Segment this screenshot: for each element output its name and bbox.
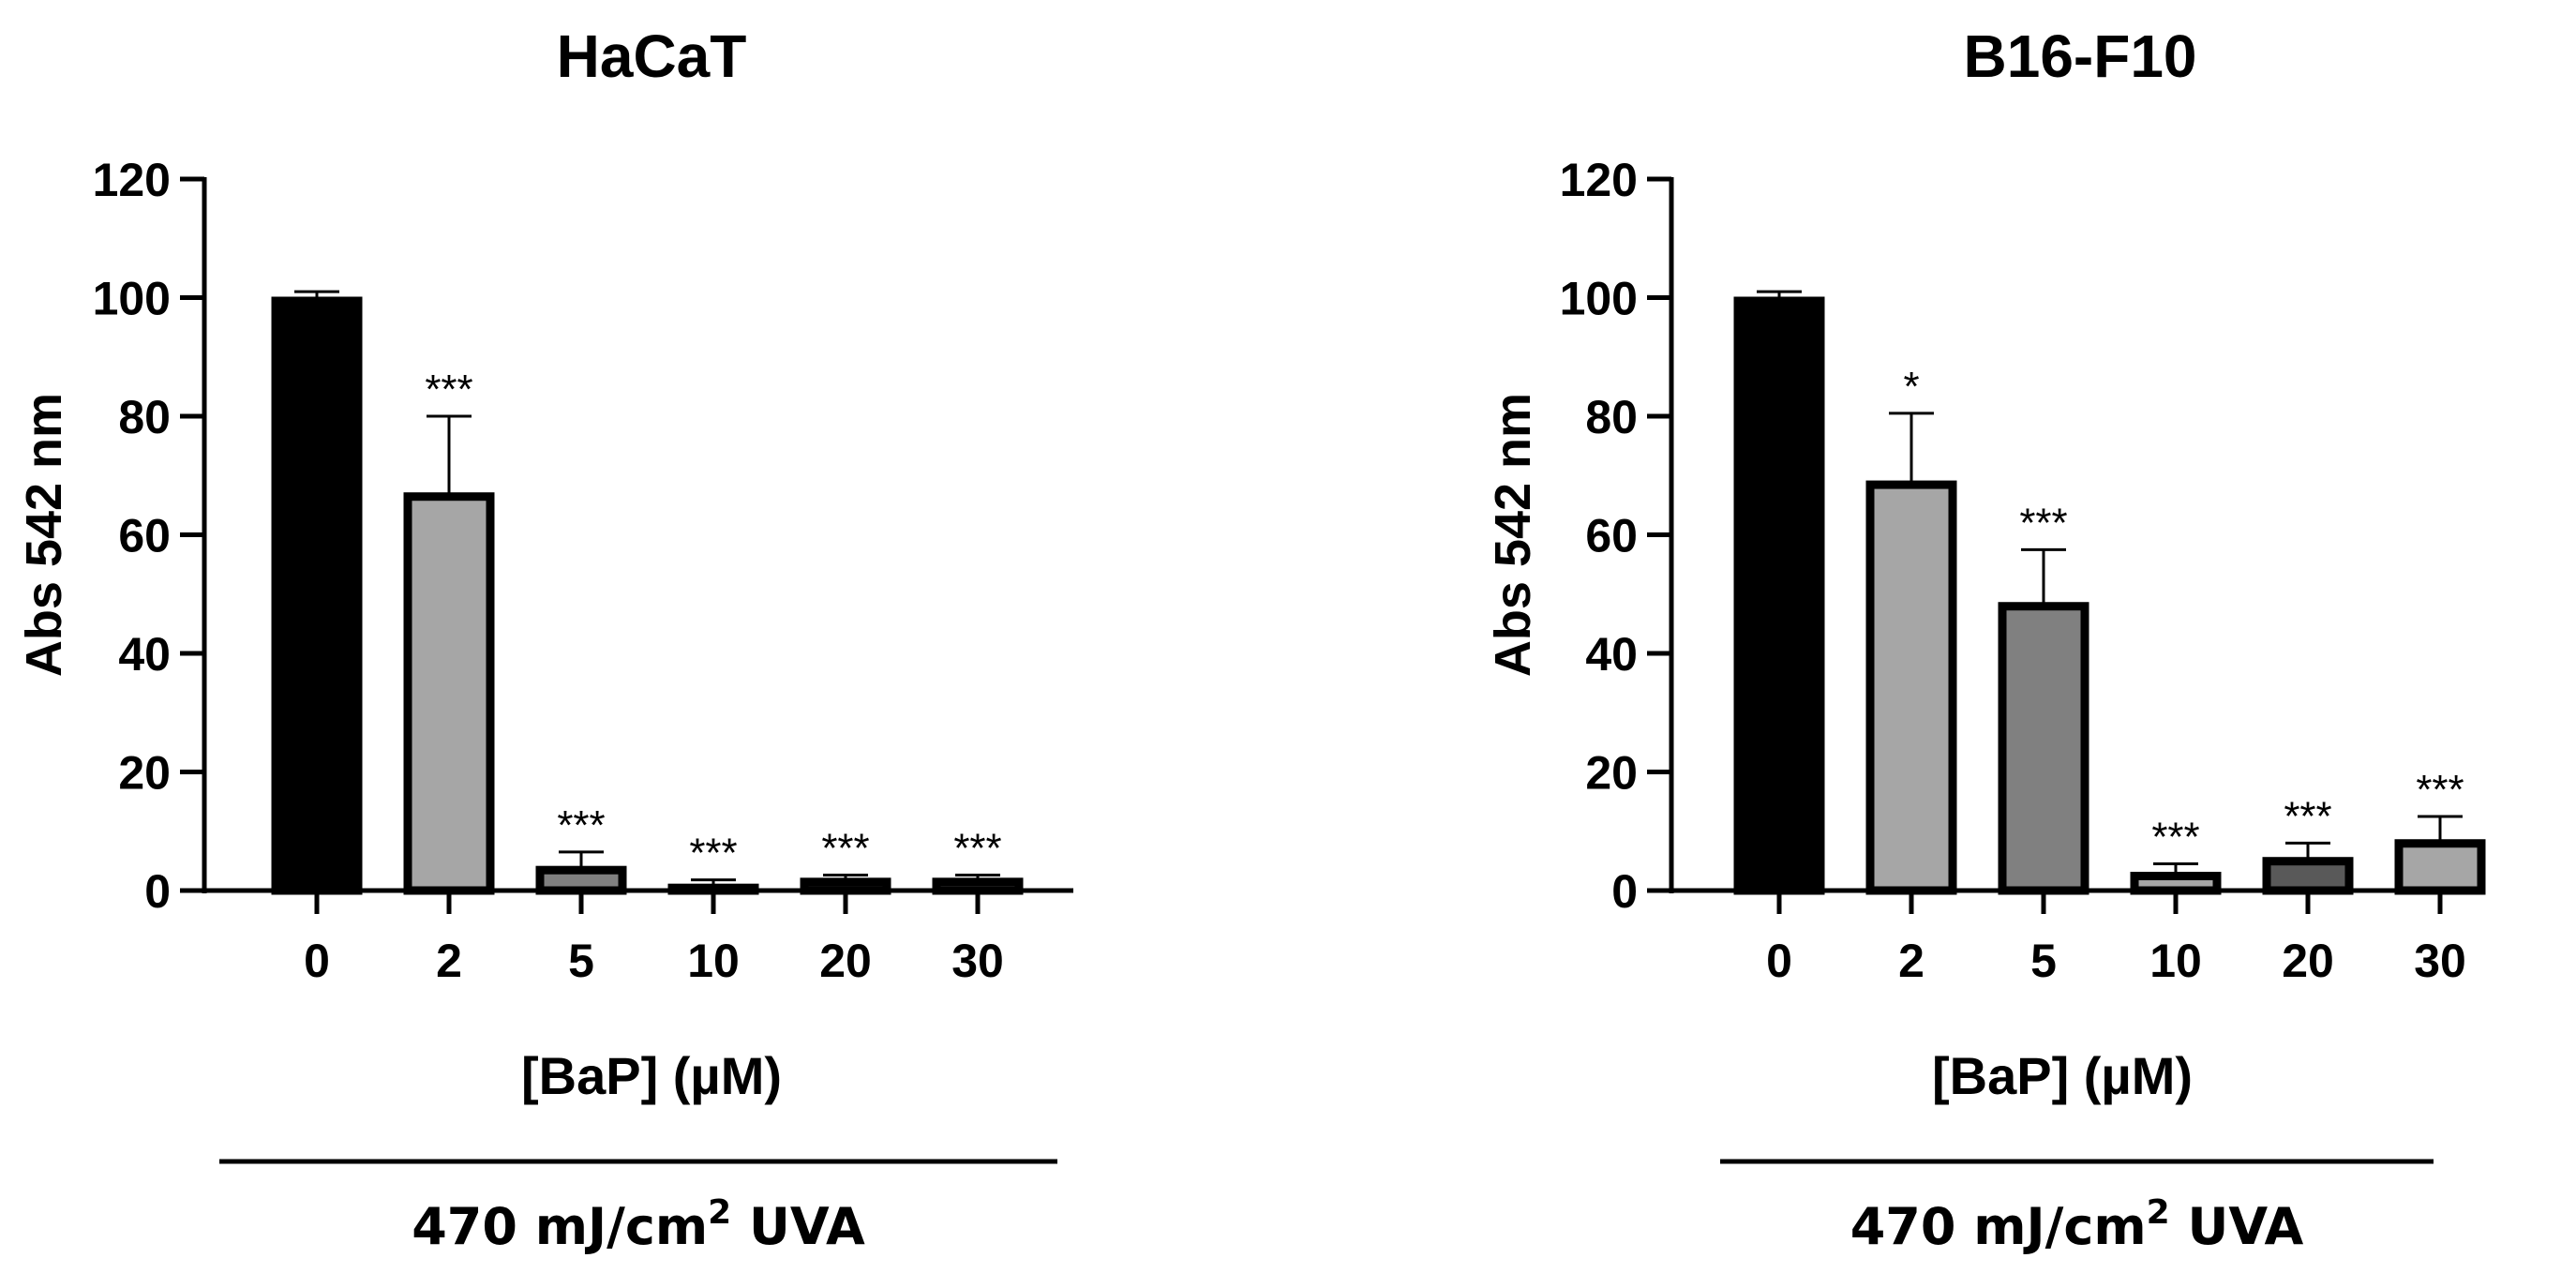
bar: [2394, 839, 2486, 895]
bar: [271, 296, 363, 895]
x-tick-label: 2: [1898, 935, 1925, 987]
bar: [2130, 872, 2222, 895]
significance-label: ***: [2151, 815, 2199, 861]
x-tick-label: 0: [1766, 935, 1792, 987]
treatment-suffix: UVA: [731, 1197, 865, 1256]
x-tick-label: 10: [2149, 935, 2202, 987]
x-tick-label: 20: [2282, 935, 2334, 987]
treatment-superscript: 2: [708, 1193, 731, 1232]
bar: [1733, 296, 1825, 895]
y-tick-label: 100: [93, 273, 171, 325]
significance-label: ***: [821, 826, 869, 872]
treatment-label: 470 mJ/cm2 UVA: [412, 1193, 865, 1256]
bar: [2262, 857, 2354, 895]
x-tick-label: 0: [304, 935, 330, 987]
bar: [1998, 602, 2089, 895]
significance-label: ***: [557, 802, 605, 848]
x-tick-label: 2: [436, 935, 462, 987]
bar: [667, 883, 759, 895]
y-tick-label: 0: [144, 865, 171, 918]
treatment-superscript: 2: [2147, 1193, 2170, 1232]
bar: [932, 877, 1024, 895]
significance-label: ***: [689, 831, 737, 876]
x-tick-label: 30: [951, 935, 1004, 987]
y-tick-label: 80: [1585, 391, 1638, 443]
treatment-suffix: UVA: [2170, 1197, 2304, 1256]
y-tick-label: 40: [1585, 628, 1638, 681]
chart-title: B16-F10: [1964, 22, 2197, 90]
significance-label: ***: [2019, 500, 2067, 546]
y-tick-label: 60: [118, 510, 171, 562]
x-axis-label: [BaP] (µM): [1932, 1046, 2193, 1105]
significance-label: *: [1903, 364, 1919, 410]
significance-label: ***: [953, 826, 1001, 872]
bar: [800, 877, 891, 895]
x-axis-label: [BaP] (µM): [521, 1046, 782, 1105]
panel-b16f10: B16-F10 0 20 40 60 80 100 120 Abs 542 nm 0 2 * 5 *** 1…: [1485, 22, 2486, 1256]
y-tick-label: 80: [118, 391, 171, 443]
y-axis-label: Abs 542 nm: [1485, 393, 1541, 677]
treatment-label: 470 mJ/cm2 UVA: [1850, 1193, 2304, 1256]
x-tick-label: 30: [2414, 935, 2466, 987]
y-tick-label: 0: [1611, 865, 1638, 918]
y-tick-label: 100: [1560, 273, 1638, 325]
significance-label: ***: [425, 367, 472, 412]
y-tick-label: 20: [1585, 747, 1638, 800]
significance-label: ***: [2416, 767, 2464, 813]
treatment-prefix: 470 mJ/cm: [1850, 1197, 2147, 1256]
bar: [403, 492, 495, 895]
significance-label: ***: [2284, 793, 2331, 839]
y-axis-label: Abs 542 nm: [16, 393, 72, 677]
x-tick-label: 10: [687, 935, 740, 987]
y-tick-label: 120: [93, 154, 171, 206]
y-tick-label: 20: [118, 747, 171, 800]
y-tick-label: 40: [118, 628, 171, 681]
x-tick-label: 5: [2030, 935, 2057, 987]
y-tick-label: 60: [1585, 510, 1638, 562]
treatment-prefix: 470 mJ/cm: [412, 1197, 708, 1256]
bar: [1865, 480, 1957, 895]
chart-title: HaCaT: [557, 22, 747, 90]
bar: [535, 865, 627, 895]
x-tick-label: 20: [819, 935, 872, 987]
panel-hacat: HaCaT 0 20 40 60 80 100 120 Abs 542 nm 0 2 *** 5 *** 1…: [16, 22, 1073, 1256]
y-tick-label: 120: [1560, 154, 1638, 206]
x-tick-label: 5: [568, 935, 594, 987]
